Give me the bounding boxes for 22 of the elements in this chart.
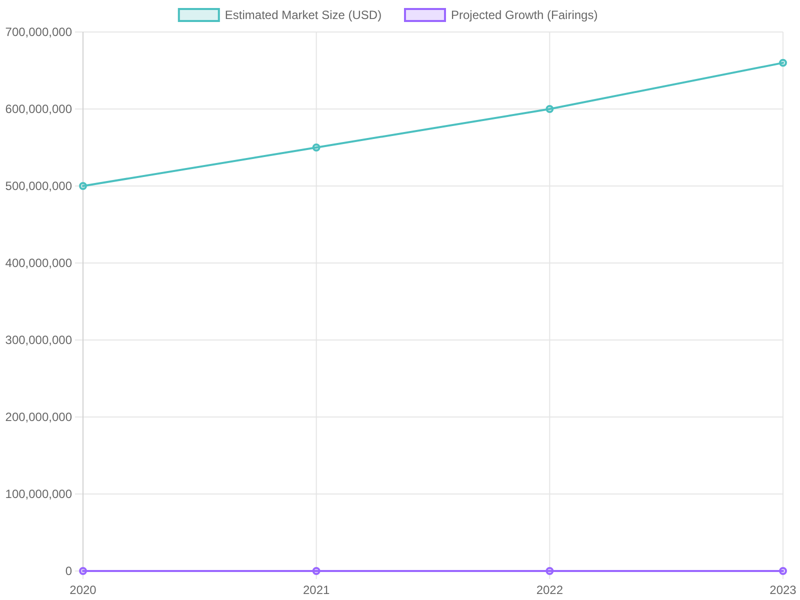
x-tick-label: 2023 xyxy=(770,583,797,598)
y-tick-label: 200,000,000 xyxy=(5,410,72,424)
y-tick-label: 500,000,000 xyxy=(5,179,72,194)
x-tick-label: 2020 xyxy=(70,583,97,598)
point xyxy=(312,144,320,152)
point xyxy=(312,567,320,575)
y-tick-label: 700,000,000 xyxy=(5,25,72,40)
point xyxy=(779,58,787,67)
y-tick-label: 100,000,000 xyxy=(5,487,72,502)
y-tick-label: 400,000,000 xyxy=(5,256,72,270)
point xyxy=(79,182,87,190)
y-tick-label: 0 xyxy=(65,564,72,578)
point xyxy=(546,567,554,575)
legend-label: Projected Growth (Fairings) xyxy=(451,8,598,22)
y-tick-label: 600,000,000 xyxy=(5,102,72,116)
y-tick-label: 300,000,000 xyxy=(5,333,72,348)
point xyxy=(779,567,787,575)
x-tick-label: 2022 xyxy=(536,583,564,598)
point xyxy=(546,105,554,113)
point xyxy=(79,567,87,575)
x-tick-label: 2021 xyxy=(302,583,330,598)
legend-label: Estimated Market Size (USD) xyxy=(224,8,382,22)
